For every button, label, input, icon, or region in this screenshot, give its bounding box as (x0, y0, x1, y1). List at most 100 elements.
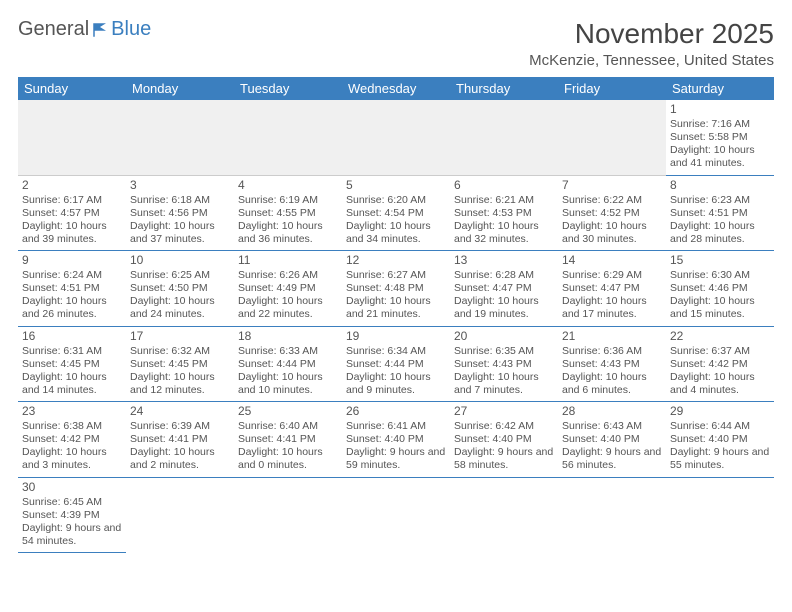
calendar-cell: 6Sunrise: 6:21 AMSunset: 4:53 PMDaylight… (450, 175, 558, 251)
day-detail: Sunset: 4:47 PM (562, 282, 662, 295)
calendar-row: 2Sunrise: 6:17 AMSunset: 4:57 PMDaylight… (18, 175, 774, 251)
day-detail: Sunrise: 6:21 AM (454, 194, 554, 207)
calendar-cell: 16Sunrise: 6:31 AMSunset: 4:45 PMDayligh… (18, 326, 126, 402)
day-detail: Sunrise: 6:26 AM (238, 269, 338, 282)
calendar-row: 1Sunrise: 7:16 AMSunset: 5:58 PMDaylight… (18, 100, 774, 175)
day-detail: Sunrise: 6:28 AM (454, 269, 554, 282)
calendar-cell: 21Sunrise: 6:36 AMSunset: 4:43 PMDayligh… (558, 326, 666, 402)
calendar-row: 16Sunrise: 6:31 AMSunset: 4:45 PMDayligh… (18, 326, 774, 402)
day-detail: Daylight: 10 hours and 4 minutes. (670, 371, 770, 397)
day-number: 30 (22, 480, 122, 495)
calendar-cell (126, 100, 234, 175)
day-number: 8 (670, 178, 770, 193)
day-detail: Sunrise: 6:27 AM (346, 269, 446, 282)
day-detail: Daylight: 10 hours and 19 minutes. (454, 295, 554, 321)
day-number: 12 (346, 253, 446, 268)
day-detail: Daylight: 10 hours and 28 minutes. (670, 220, 770, 246)
day-number: 20 (454, 329, 554, 344)
calendar-cell: 24Sunrise: 6:39 AMSunset: 4:41 PMDayligh… (126, 402, 234, 478)
day-detail: Sunset: 4:46 PM (670, 282, 770, 295)
day-detail: Daylight: 10 hours and 22 minutes. (238, 295, 338, 321)
calendar-cell (450, 100, 558, 175)
calendar-row: 30Sunrise: 6:45 AMSunset: 4:39 PMDayligh… (18, 477, 774, 553)
day-detail: Sunset: 4:44 PM (238, 358, 338, 371)
calendar-cell: 2Sunrise: 6:17 AMSunset: 4:57 PMDaylight… (18, 175, 126, 251)
calendar-cell: 9Sunrise: 6:24 AMSunset: 4:51 PMDaylight… (18, 251, 126, 327)
day-detail: Daylight: 9 hours and 54 minutes. (22, 522, 122, 548)
day-detail: Sunset: 4:51 PM (670, 207, 770, 220)
day-detail: Sunrise: 6:40 AM (238, 420, 338, 433)
day-detail: Sunrise: 6:31 AM (22, 345, 122, 358)
day-number: 4 (238, 178, 338, 193)
day-detail: Daylight: 10 hours and 12 minutes. (130, 371, 230, 397)
header: General Blue November 2025 McKenzie, Ten… (18, 18, 774, 69)
day-detail: Sunset: 4:42 PM (22, 433, 122, 446)
location-subtitle: McKenzie, Tennessee, United States (529, 52, 774, 69)
calendar-cell (342, 477, 450, 553)
day-number: 9 (22, 253, 122, 268)
day-detail: Sunrise: 7:16 AM (670, 118, 770, 131)
day-detail: Daylight: 10 hours and 21 minutes. (346, 295, 446, 321)
day-detail: Sunrise: 6:43 AM (562, 420, 662, 433)
calendar-cell: 27Sunrise: 6:42 AMSunset: 4:40 PMDayligh… (450, 402, 558, 478)
day-detail: Daylight: 9 hours and 56 minutes. (562, 446, 662, 472)
day-detail: Daylight: 10 hours and 6 minutes. (562, 371, 662, 397)
day-detail: Sunset: 4:41 PM (130, 433, 230, 446)
calendar-table: SundayMondayTuesdayWednesdayThursdayFrid… (18, 77, 774, 553)
day-detail: Sunset: 4:39 PM (22, 509, 122, 522)
day-number: 23 (22, 404, 122, 419)
calendar-cell: 1Sunrise: 7:16 AMSunset: 5:58 PMDaylight… (666, 100, 774, 175)
day-number: 11 (238, 253, 338, 268)
day-detail: Sunrise: 6:41 AM (346, 420, 446, 433)
calendar-cell: 25Sunrise: 6:40 AMSunset: 4:41 PMDayligh… (234, 402, 342, 478)
calendar-cell: 10Sunrise: 6:25 AMSunset: 4:50 PMDayligh… (126, 251, 234, 327)
day-header: Friday (558, 77, 666, 100)
day-number: 19 (346, 329, 446, 344)
calendar-cell (234, 477, 342, 553)
day-detail: Sunrise: 6:18 AM (130, 194, 230, 207)
calendar-row: 23Sunrise: 6:38 AMSunset: 4:42 PM Dayligh… (18, 402, 774, 478)
day-number: 3 (130, 178, 230, 193)
page-title: November 2025 (529, 18, 774, 50)
calendar-cell: 17Sunrise: 6:32 AMSunset: 4:45 PMDayligh… (126, 326, 234, 402)
calendar-cell: 18Sunrise: 6:33 AMSunset: 4:44 PMDayligh… (234, 326, 342, 402)
day-number: 26 (346, 404, 446, 419)
day-number: 1 (670, 102, 770, 117)
calendar-cell (126, 477, 234, 553)
calendar-cell (558, 100, 666, 175)
flag-icon (91, 21, 109, 39)
day-header: Saturday (666, 77, 774, 100)
day-detail: Daylight: 10 hours and 34 minutes. (346, 220, 446, 246)
day-detail: Sunset: 4:40 PM (454, 433, 554, 446)
day-detail: Sunrise: 6:42 AM (454, 420, 554, 433)
calendar-cell: 30Sunrise: 6:45 AMSunset: 4:39 PMDayligh… (18, 477, 126, 553)
day-detail: Daylight: 10 hours and 9 minutes. (346, 371, 446, 397)
day-detail: Daylight: 10 hours and 36 minutes. (238, 220, 338, 246)
day-header: Monday (126, 77, 234, 100)
calendar-cell (666, 477, 774, 553)
day-number: 10 (130, 253, 230, 268)
day-detail: Sunrise: 6:44 AM (670, 420, 770, 433)
calendar-cell: 26Sunrise: 6:41 AMSunset: 4:40 PMDayligh… (342, 402, 450, 478)
day-number: 22 (670, 329, 770, 344)
title-block: November 2025 McKenzie, Tennessee, Unite… (529, 18, 774, 69)
day-detail: Sunrise: 6:38 AM (22, 420, 122, 433)
day-detail: Daylight: 10 hours and 39 minutes. (22, 220, 122, 246)
day-header-row: SundayMondayTuesdayWednesdayThursdayFrid… (18, 77, 774, 100)
calendar-cell: 29Sunrise: 6:44 AMSunset: 4:40 PMDayligh… (666, 402, 774, 478)
day-detail: Sunrise: 6:39 AM (130, 420, 230, 433)
calendar-cell: 14Sunrise: 6:29 AMSunset: 4:47 PMDayligh… (558, 251, 666, 327)
calendar-cell: 20Sunrise: 6:35 AMSunset: 4:43 PMDayligh… (450, 326, 558, 402)
day-detail: Daylight: 10 hours and 10 minutes. (238, 371, 338, 397)
day-detail: Sunset: 4:40 PM (670, 433, 770, 446)
calendar-cell: 11Sunrise: 6:26 AMSunset: 4:49 PMDayligh… (234, 251, 342, 327)
day-number: 27 (454, 404, 554, 419)
day-detail: Sunrise: 6:17 AM (22, 194, 122, 207)
day-number: 13 (454, 253, 554, 268)
day-detail: Sunset: 4:43 PM (454, 358, 554, 371)
calendar-cell: 12Sunrise: 6:27 AMSunset: 4:48 PMDayligh… (342, 251, 450, 327)
day-detail: Daylight: 10 hours and 2 minutes. (130, 446, 230, 472)
day-detail: Sunset: 4:44 PM (346, 358, 446, 371)
day-detail: Sunrise: 6:34 AM (346, 345, 446, 358)
day-detail: Sunrise: 6:23 AM (670, 194, 770, 207)
